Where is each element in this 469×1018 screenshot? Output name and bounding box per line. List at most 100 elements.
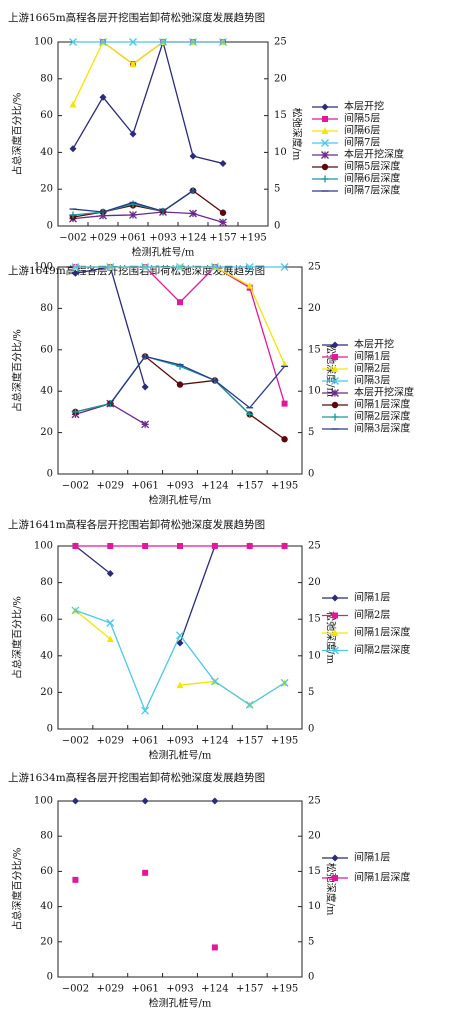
marker-stroke — [219, 38, 227, 46]
x-tick-label: +157 — [209, 233, 236, 244]
y-tick-label: 80 — [40, 303, 53, 314]
marker — [331, 413, 339, 421]
legend-label: 间隔6层 — [344, 124, 380, 137]
marker — [332, 875, 338, 881]
y2-tick-label: 5 — [308, 687, 314, 698]
y-tick-label: 80 — [40, 73, 53, 84]
marker — [331, 646, 339, 655]
marker-stroke — [210, 677, 219, 686]
chart-title: 上游1634m高程各层开挖围岩卸荷松弛深度发展趋势图 — [8, 771, 265, 784]
marker — [331, 401, 339, 409]
marker — [331, 389, 339, 397]
marker — [210, 677, 219, 686]
y-tick-label: 60 — [40, 110, 53, 121]
marker — [142, 869, 149, 876]
marker-stroke — [69, 38, 77, 46]
chart-title: 上游1641m高程各层开挖围岩卸荷松弛深度发展趋势图 — [8, 518, 265, 531]
marker-stroke — [129, 38, 137, 46]
marker — [219, 209, 227, 216]
y-tick-label: 100 — [34, 37, 53, 48]
marker — [281, 360, 289, 368]
y-tick-label: 0 — [47, 469, 53, 480]
x-tick-label: +029 — [97, 481, 124, 492]
marker — [176, 381, 184, 388]
marker — [322, 116, 328, 122]
marker — [141, 420, 150, 429]
marker — [71, 408, 79, 416]
marker — [246, 282, 254, 289]
marker — [99, 38, 107, 46]
y2-tick-label: 10 — [308, 901, 321, 912]
y-axis-title: 占总深度百分比/% — [11, 848, 24, 931]
y2-tick-label: 15 — [308, 866, 321, 877]
y2-tick-label: 0 — [274, 221, 280, 232]
marker — [281, 543, 288, 549]
marker — [331, 377, 339, 385]
marker — [99, 93, 107, 101]
marker — [141, 383, 149, 391]
y-tick-label: 80 — [40, 577, 53, 588]
legend-label: 间隔1层 — [354, 851, 390, 864]
legend-label: 本层开挖深度 — [354, 386, 414, 399]
marker-stroke — [280, 678, 289, 687]
marker — [106, 635, 114, 642]
y2-tick-label: 20 — [274, 73, 287, 84]
x-tick-label: +093 — [166, 736, 193, 747]
marker — [106, 263, 115, 271]
marker — [321, 127, 329, 134]
y2-tick-label: 15 — [308, 344, 321, 355]
x-tick-label: +157 — [236, 736, 263, 747]
marker — [280, 263, 289, 271]
legend-label: 间隔7层 — [344, 136, 380, 149]
marker-stroke — [106, 618, 115, 627]
x-tick-label: +195 — [239, 233, 266, 244]
x-tick-label: −002 — [62, 481, 89, 492]
marker-stroke — [141, 706, 150, 715]
x-tick-label: +195 — [271, 984, 298, 995]
x-tick-label: +061 — [119, 233, 146, 244]
marker-stroke — [321, 139, 329, 147]
marker-stroke — [280, 263, 289, 271]
marker — [159, 38, 167, 46]
marker — [245, 700, 254, 709]
marker — [321, 151, 329, 159]
legend-label: 间隔1层 — [354, 591, 390, 604]
marker-stroke — [331, 646, 339, 655]
marker — [69, 211, 77, 219]
chart-title: 上游1665m高程各层开挖围岩卸荷松弛深度发展趋势图 — [8, 11, 265, 24]
y-tick-label: 0 — [47, 221, 53, 232]
marker — [321, 103, 329, 111]
marker — [331, 365, 339, 372]
marker — [245, 263, 254, 271]
x-tick-label: +124 — [201, 984, 228, 995]
y-tick-label: 100 — [34, 262, 53, 273]
x-tick-label: +157 — [236, 984, 263, 995]
y2-tick-label: 20 — [308, 577, 321, 588]
marker — [129, 38, 137, 46]
y-tick-label: 60 — [40, 344, 53, 355]
y2-tick-label: 0 — [308, 469, 314, 480]
y-tick-label: 60 — [40, 866, 53, 877]
series-line — [75, 545, 111, 574]
marker — [321, 163, 329, 171]
legend-label: 间隔3层 — [354, 374, 390, 387]
x-tick-label: −002 — [59, 233, 86, 244]
y2-tick-label: 0 — [308, 972, 314, 983]
legend-label: 间隔5层深度 — [344, 160, 400, 173]
y2-tick-label: 15 — [274, 110, 287, 121]
marker — [176, 263, 184, 271]
x-axis-title: 检测孔桩号/m — [149, 494, 212, 507]
marker — [141, 797, 149, 805]
marker — [219, 159, 227, 167]
marker — [246, 543, 253, 549]
y-tick-label: 40 — [40, 650, 53, 661]
y-axis-title: 占总深度百分比/% — [11, 596, 24, 679]
marker-stroke — [245, 700, 254, 709]
y2-axis-title: 松弛深度/m — [325, 611, 338, 664]
legend-label: 间隔5层 — [344, 112, 380, 125]
marker-stroke — [99, 38, 107, 46]
series-line — [75, 355, 251, 415]
marker — [141, 706, 150, 715]
x-tick-label: −002 — [62, 736, 89, 747]
